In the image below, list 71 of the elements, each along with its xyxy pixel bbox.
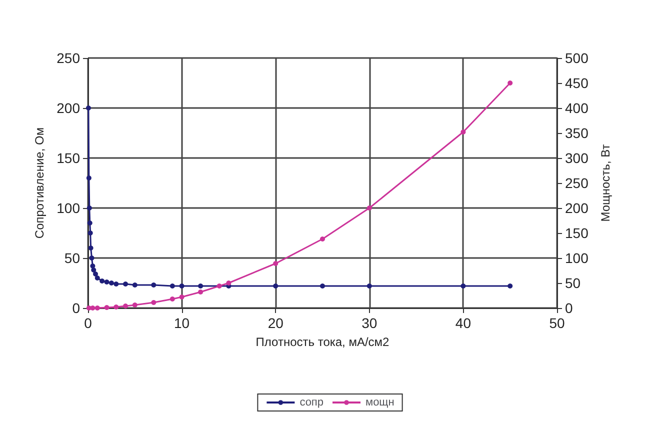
y2-tick-label: 500 (565, 50, 589, 66)
point (89, 256, 94, 260)
point (132, 282, 138, 288)
y-tick-label: 150 (56, 150, 80, 166)
y2-tick-label: 150 (565, 225, 589, 241)
point (508, 80, 513, 86)
point (104, 305, 110, 310)
y-axis-title: Сопротивление, Ом (32, 127, 47, 239)
point (86, 206, 92, 210)
x-tick-label: 0 (84, 315, 92, 331)
point (179, 294, 184, 300)
y2-tick-label: 450 (565, 75, 589, 91)
point (366, 284, 372, 288)
point (151, 282, 156, 288)
point (104, 280, 110, 284)
point (90, 264, 96, 268)
x-tick-label: 50 (549, 315, 565, 331)
point (91, 268, 96, 272)
point (132, 302, 138, 308)
point (320, 236, 325, 242)
y-tick-label: 0 (72, 300, 80, 316)
y2-axis-title: Мощность, Вт (598, 144, 612, 222)
point (123, 304, 128, 308)
y-tick-label: 250 (56, 50, 80, 66)
y2-tick-label: 350 (565, 125, 589, 141)
x-axis-title: Плотность тока, мА/см2 (256, 335, 390, 349)
y2-tick-label: 50 (565, 275, 581, 291)
x-tick-label: 20 (268, 315, 284, 331)
point (320, 284, 325, 288)
point (508, 284, 513, 288)
point (94, 276, 100, 280)
point (87, 220, 92, 226)
point (216, 284, 222, 288)
point (94, 306, 100, 310)
point (90, 306, 96, 310)
point (86, 106, 91, 110)
y2-tick-label: 400 (565, 100, 589, 116)
point (151, 300, 156, 305)
point (88, 246, 94, 250)
point (273, 261, 278, 266)
point (460, 130, 466, 134)
point (100, 278, 105, 284)
y2-tick-label: 250 (565, 175, 589, 191)
point (114, 282, 119, 286)
point (198, 284, 204, 288)
y2-tick-label: 300 (565, 150, 589, 166)
point (88, 230, 93, 236)
point (170, 296, 175, 302)
point (198, 290, 204, 294)
point (366, 206, 372, 210)
point (226, 280, 232, 286)
y-tick-label: 200 (56, 100, 80, 116)
point (108, 280, 114, 286)
x-tick-label: 30 (362, 315, 378, 331)
y-tick-label: 50 (64, 250, 80, 266)
y2-tick-label: 200 (565, 200, 589, 216)
point (273, 284, 278, 288)
point (114, 304, 119, 310)
point (179, 284, 184, 288)
point (460, 284, 466, 288)
y-tick-label: 100 (56, 200, 80, 216)
point (93, 272, 98, 276)
point (86, 176, 92, 180)
y2-tick-label: 100 (565, 250, 589, 266)
x-tick-label: 10 (174, 315, 190, 331)
point (170, 284, 175, 288)
legend-label: мощн (366, 396, 394, 408)
x-tick-label: 40 (455, 315, 472, 331)
y2-tick-label: 0 (565, 300, 573, 316)
point (123, 282, 128, 286)
legend-label: сопр (300, 396, 324, 408)
